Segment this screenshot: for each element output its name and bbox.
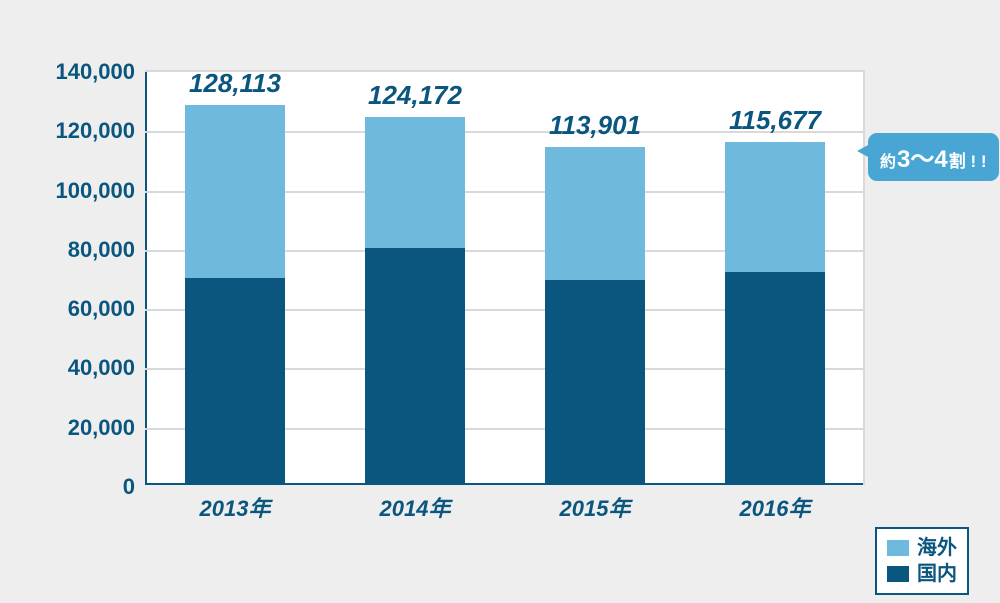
callout-prefix: 約 xyxy=(880,148,896,172)
legend-label: 海外 xyxy=(917,535,957,561)
legend-swatch xyxy=(887,540,909,556)
x-tick-label: 2014年 xyxy=(380,485,451,523)
y-tick-label: 20,000 xyxy=(68,415,145,441)
bar-total-label: 124,172 xyxy=(368,80,462,117)
y-tick-label: 40,000 xyxy=(68,355,145,381)
callout-bubble: 約 3～4 割 ! ! xyxy=(868,133,999,181)
bar-group: 128,113 xyxy=(185,105,286,485)
bar-segment-overseas xyxy=(185,105,286,277)
x-tick-label: 2015年 xyxy=(560,485,631,523)
bar-segment-overseas xyxy=(545,147,646,280)
callout-suffix: 割 ! ! xyxy=(949,147,987,172)
bar-segment-domestic xyxy=(365,248,466,485)
legend-swatch xyxy=(887,566,909,582)
bar-group: 124,172 xyxy=(365,117,466,485)
bar-segment-domestic xyxy=(725,272,826,485)
y-tick-label: 80,000 xyxy=(68,237,145,263)
y-tick-label: 140,000 xyxy=(55,59,145,85)
chart-canvas: 0 20,000 40,000 60,000 80,000 100,000 120,000 1… xyxy=(0,0,1000,603)
bar-segment-overseas xyxy=(365,117,466,248)
bar-group: 113,901 xyxy=(545,147,646,485)
legend-label: 国内 xyxy=(917,561,957,587)
y-axis xyxy=(145,72,147,485)
y-tick-label: 100,000 xyxy=(55,178,145,204)
callout-big: 3～4 xyxy=(897,139,948,174)
legend-item: 国内 xyxy=(887,561,957,587)
bar-total-label: 115,677 xyxy=(729,105,821,142)
legend: 海外国内 xyxy=(875,527,969,595)
y-tick-label: 60,000 xyxy=(68,296,145,322)
x-tick-label: 2013年 xyxy=(200,485,271,523)
bar-segment-domestic xyxy=(545,280,646,485)
bar-segment-domestic xyxy=(185,278,286,486)
plot-area: 020,00040,00060,00080,000100,000120,0001… xyxy=(145,70,865,485)
bar-total-label: 113,901 xyxy=(549,110,641,147)
x-tick-label: 2016年 xyxy=(740,485,811,523)
bar-segment-overseas xyxy=(725,142,826,271)
y-tick-label: 0 xyxy=(123,474,145,500)
bar-group: 115,677 xyxy=(725,142,826,485)
legend-item: 海外 xyxy=(887,535,957,561)
y-tick-label: 120,000 xyxy=(55,118,145,144)
callout-tail xyxy=(857,144,870,158)
bar-total-label: 128,113 xyxy=(189,68,281,105)
